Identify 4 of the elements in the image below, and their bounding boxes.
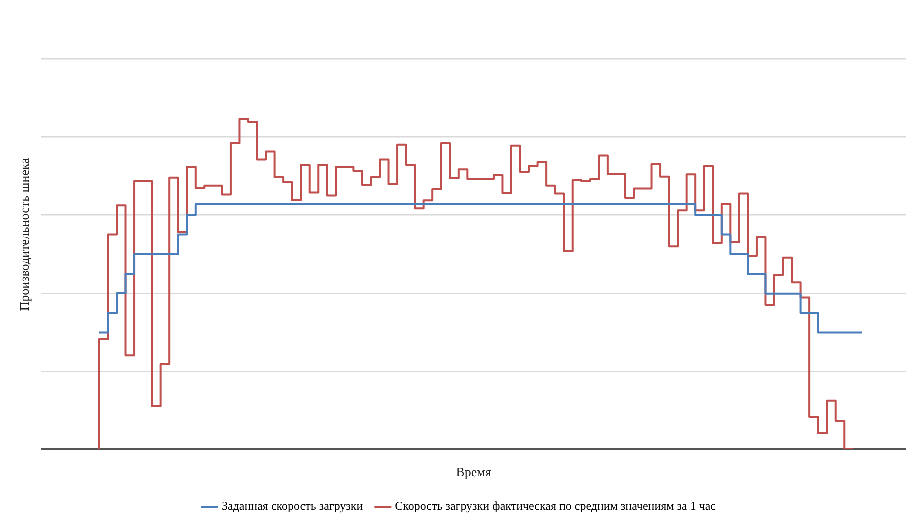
legend-label: Скорость загрузки фактическая по средним значениям за 1 час <box>395 499 716 514</box>
y-axis-title: Производительность шнека <box>17 158 32 312</box>
legend-label: Заданная скорость загрузки <box>222 499 364 514</box>
x-axis-title: Время <box>456 464 492 480</box>
